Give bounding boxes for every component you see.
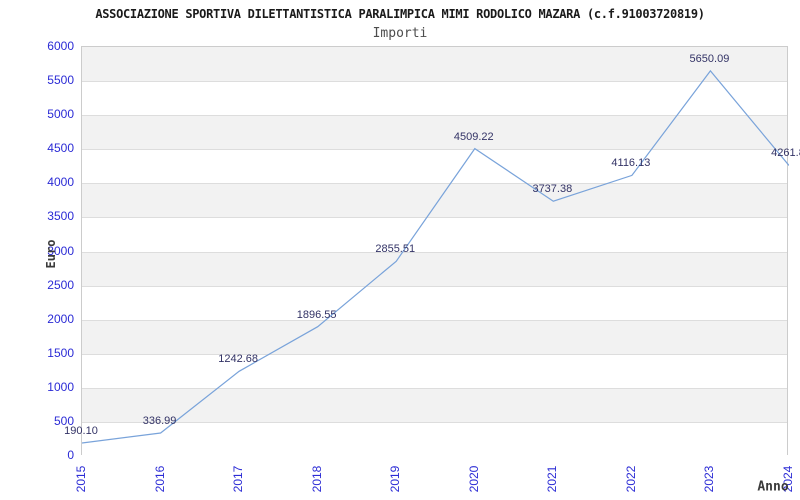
x-tick-label: 2023 [702, 465, 717, 493]
grid-band [82, 47, 787, 82]
x-tick-label: 2018 [309, 465, 324, 493]
data-point-label: 336.99 [142, 415, 177, 428]
x-tick-label: 2019 [388, 465, 403, 493]
grid-line [82, 387, 787, 389]
x-tick-label: 2016 [152, 465, 167, 493]
grid-line [82, 81, 787, 83]
x-tick-label: 2020 [466, 465, 481, 493]
y-tick-label: 2000 [47, 311, 74, 326]
grid-band [82, 353, 787, 388]
y-tick-label: 4000 [47, 175, 74, 190]
data-point-label: 4509.22 [453, 130, 494, 143]
grid-band [82, 183, 787, 218]
grid-band [82, 285, 787, 320]
y-tick-label: 500 [53, 413, 74, 428]
line-series [82, 69, 789, 444]
data-point-label: 4261.8 [771, 147, 800, 160]
grid-band [82, 149, 787, 184]
grid-line [82, 217, 787, 219]
y-tick-label: 5500 [47, 73, 74, 88]
x-tick-label: 2015 [74, 465, 88, 493]
data-point-label: 1896.55 [296, 308, 337, 321]
data-point-label: 2855.51 [375, 243, 416, 256]
grid-band [82, 115, 787, 150]
y-axis-title: Euro [44, 239, 58, 269]
data-point-label: 4116.13 [611, 157, 651, 170]
grid-band [82, 387, 787, 422]
grid-line [82, 319, 787, 321]
x-axis-title: Anno [757, 479, 789, 495]
grid-band [82, 421, 787, 456]
data-point-label: 5650.09 [689, 52, 730, 65]
y-tick-label: 3500 [47, 209, 74, 224]
data-point-label: 190.10 [64, 425, 98, 438]
y-tick-label: 1500 [47, 345, 74, 360]
chart-title: ASSOCIAZIONE SPORTIVA DILETTANTISTICA PA… [95, 7, 705, 21]
grid-line [82, 353, 787, 355]
y-tick-label: 6000 [47, 39, 74, 53]
y-tick-label: 0 [67, 448, 74, 462]
plot-area [81, 46, 789, 456]
data-point-label: 3737.38 [532, 183, 573, 196]
grid-line [82, 149, 787, 151]
grid-band [82, 217, 787, 252]
x-tick-label: 2017 [231, 465, 246, 493]
grid-band [82, 319, 787, 354]
grid-line [82, 183, 787, 185]
y-tick-label: 4500 [47, 141, 74, 156]
grid-band [82, 81, 787, 116]
grid-line [82, 115, 787, 117]
x-tick-label: 2022 [623, 465, 638, 493]
x-tick-label: 2021 [545, 465, 560, 493]
y-tick-label: 2500 [47, 277, 74, 292]
y-tick-label: 3000 [47, 243, 74, 258]
grid-line [82, 421, 787, 423]
data-point-label: 1242.68 [218, 353, 258, 366]
y-tick-label: 5000 [47, 107, 74, 122]
chart-subtitle: Importi [372, 26, 428, 41]
grid-band [82, 251, 787, 286]
grid-line [82, 285, 787, 287]
grid-line [82, 251, 787, 253]
y-tick-label: 1000 [47, 379, 74, 394]
